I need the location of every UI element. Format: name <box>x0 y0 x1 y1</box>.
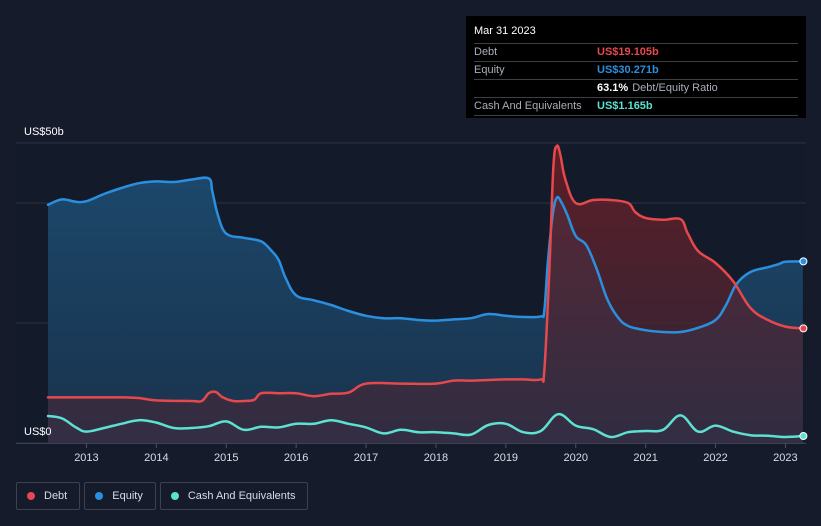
legend-equity-label: Equity <box>112 490 143 502</box>
equity-line <box>46 176 805 334</box>
legend-item-equity[interactable]: Equity <box>84 482 156 510</box>
debt-end-marker <box>799 324 808 333</box>
tooltip-cash-value: US$1.165b <box>597 100 653 112</box>
y-axis-bottom-label: US$0 <box>24 426 52 438</box>
legend-item-cash[interactable]: Cash And Equivalents <box>159 482 309 510</box>
end-markers <box>799 257 808 441</box>
x-tick-label-2022: 2022 <box>703 452 727 464</box>
x-tick-label-2021: 2021 <box>633 452 657 464</box>
tooltip-equity-value: US$30.271b <box>597 64 659 76</box>
equity-end-marker <box>799 257 808 266</box>
tooltip-cash-label: Cash And Equivalents <box>474 100 582 112</box>
tooltip-debt-value: US$19.105b <box>597 46 659 58</box>
tooltip-ratio-value: 63.1% <box>597 82 629 94</box>
x-tick-label-2023: 2023 <box>773 452 797 464</box>
x-tick-label-2015: 2015 <box>214 452 238 464</box>
debt-area <box>48 145 803 443</box>
debt-line <box>46 144 805 403</box>
legend-debt-label: Debt <box>44 490 68 502</box>
legend-item-debt[interactable]: Debt <box>16 482 81 510</box>
cash-and-equivalents-end-marker <box>799 432 808 441</box>
chart-legend: Debt Equity Cash And Equivalents <box>16 482 309 510</box>
legend-cash-dot-icon <box>170 492 179 500</box>
x-tick-label-2017: 2017 <box>354 452 378 464</box>
tooltip-ratio-suffix: Debt/Equity Ratio <box>632 82 718 94</box>
cash-and-equivalents-line <box>46 412 805 439</box>
tooltip-row-debt: Debt US$19.105b <box>474 43 798 61</box>
x-tick-label-2013: 2013 <box>74 452 98 464</box>
cash-and-equivalents-area <box>48 414 803 443</box>
legend-debt-dot-icon <box>27 492 35 500</box>
tooltip-debt-label: Debt <box>474 46 498 58</box>
x-tick-label-2019: 2019 <box>494 452 518 464</box>
legend-equity-dot-icon <box>95 492 104 500</box>
tooltip-row-equity: Equity US$30.271b <box>474 61 798 79</box>
series-layer <box>46 144 805 443</box>
x-tick-label-2016: 2016 <box>284 452 308 464</box>
x-tick-label-2014: 2014 <box>144 452 168 464</box>
x-tick-label-2018: 2018 <box>424 452 448 464</box>
y-axis-top-label: US$50b <box>24 126 64 138</box>
tooltip-row-cash: Cash And Equivalents US$1.165b <box>474 97 798 116</box>
data-tooltip: Mar 31 2023 Debt US$19.105b Equity US$30… <box>466 16 806 118</box>
tooltip-date: Mar 31 2023 <box>474 25 536 37</box>
tooltip-row-ratio: 63.1% Debt/Equity Ratio <box>474 79 798 97</box>
x-tick-label-2020: 2020 <box>563 452 587 464</box>
tooltip-ratio-label <box>474 80 597 97</box>
tooltip-equity-label: Equity <box>474 64 505 76</box>
x-axis: 2013 2014 2015 2016 2017 2018 2019 2020 2021 2022… <box>16 443 806 464</box>
legend-cash-label: Cash And Equivalents <box>187 490 296 502</box>
